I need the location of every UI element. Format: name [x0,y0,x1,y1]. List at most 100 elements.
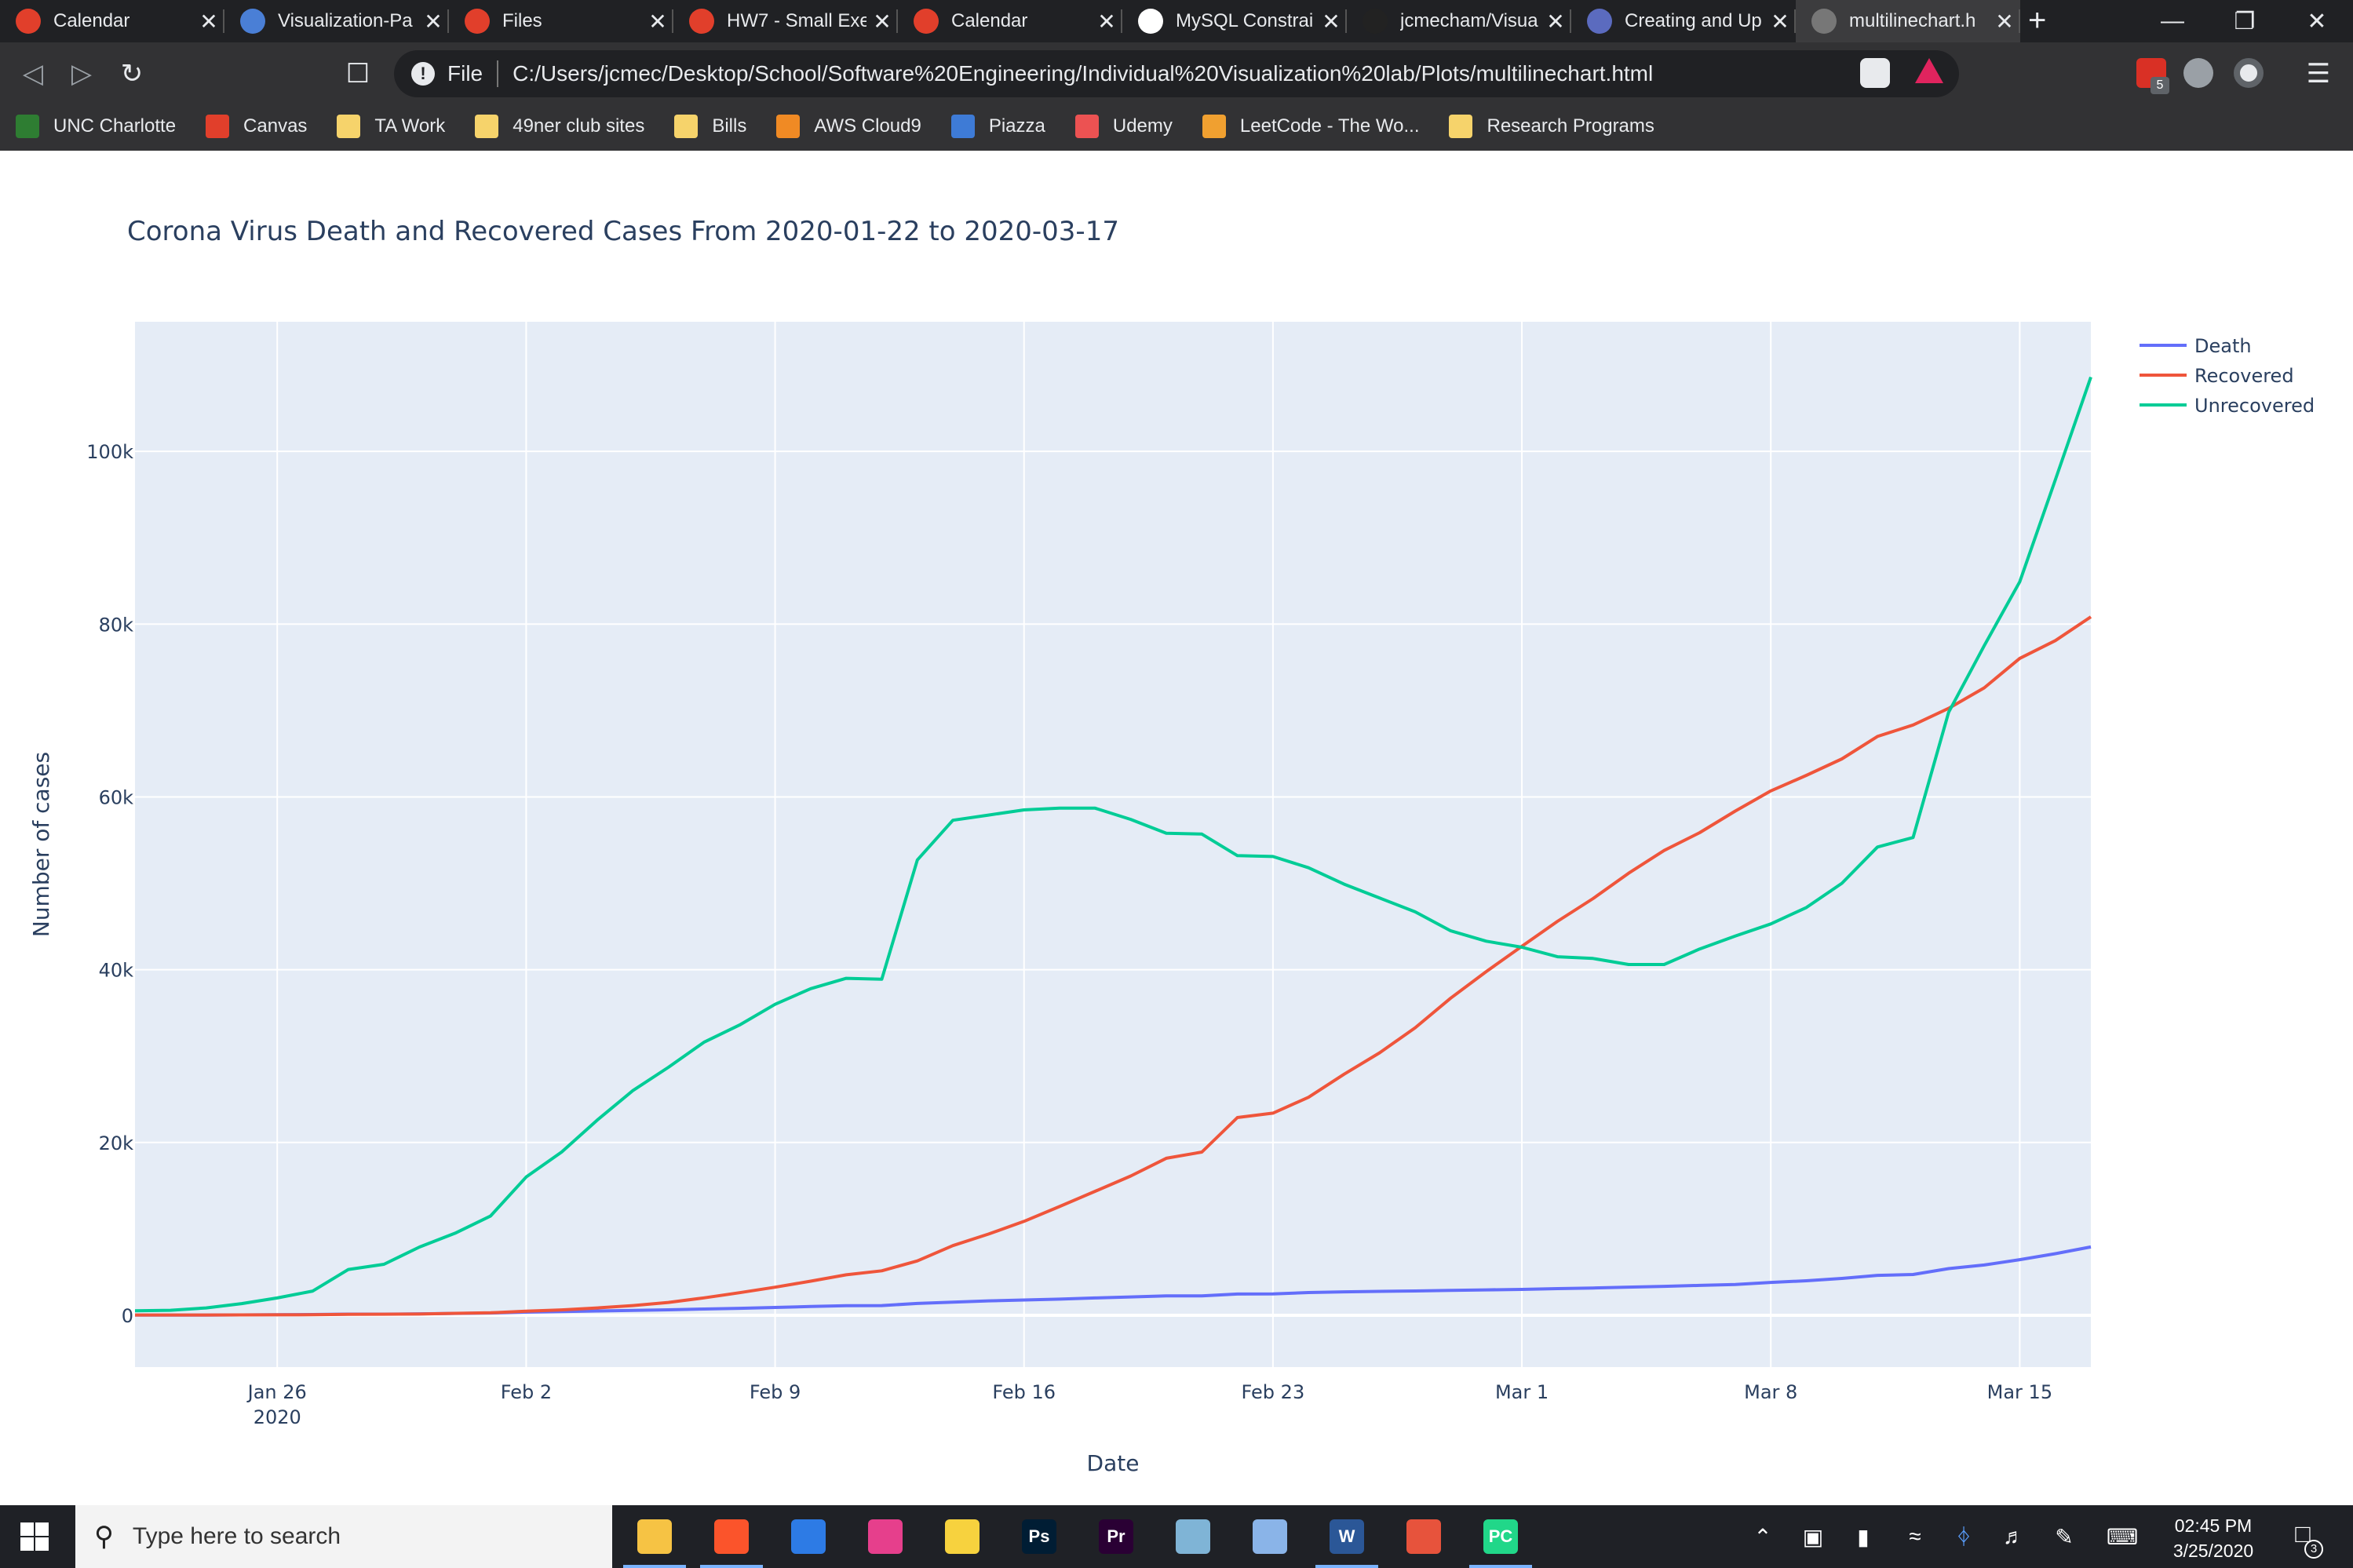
close-tab-icon[interactable]: ✕ [1771,9,1789,34]
folder-icon [1449,115,1473,138]
bluetooth-icon[interactable]: ᛄ [1957,1524,1971,1548]
back-button[interactable]: ◁ [22,59,44,89]
y-tick-label: 60k [99,786,134,808]
windows-start-icon[interactable] [20,1522,49,1551]
brave-rewards-icon[interactable] [1915,58,1943,83]
close-tab-icon[interactable]: ✕ [873,9,892,34]
taskbar-app-premiere[interactable]: Pr [1078,1505,1154,1568]
canvas-icon [16,9,41,34]
pen-icon[interactable]: ✎ [2055,1525,2074,1549]
close-tab-icon[interactable]: ✕ [424,9,443,34]
music-icon [868,1519,903,1554]
tab-separator [1121,9,1122,33]
leetcode-icon [1202,115,1226,138]
bookmark-item[interactable]: Bills [674,115,746,138]
close-tab-icon[interactable]: ✕ [648,9,667,34]
browser-tab[interactable]: Creating and Up ✕ [1571,0,1796,42]
x-tick-sublabel: 2020 [254,1406,301,1428]
menu-icon[interactable]: ☰ [2306,59,2331,89]
tab-separator [1570,9,1571,33]
close-tab-icon[interactable]: ✕ [1995,9,2014,34]
browser-tab[interactable]: Calendar ✕ [898,0,1122,42]
reload-button[interactable]: ↻ [120,59,144,89]
taskbar-app-photoshop[interactable]: Ps [1001,1505,1077,1568]
chart-title: Corona Virus Death and Recovered Cases F… [127,216,1119,247]
bookmark-item[interactable]: Canvas [206,115,307,138]
taskbar-app-notepad[interactable] [1155,1505,1231,1568]
tab-title: multilinechart.h [1849,10,1976,31]
browser-tab[interactable]: Visualization-Pa ✕ [224,0,449,42]
keyboard-icon[interactable]: ⌨ [2107,1525,2139,1549]
taskbar-app-itunes[interactable] [848,1505,923,1568]
close-tab-icon[interactable]: ✕ [199,9,218,34]
premiere-icon: Pr [1099,1519,1133,1554]
taskbar-app-brave[interactable] [694,1505,769,1568]
clock[interactable]: 02:45 PM 3/25/2020 [2151,1513,2276,1563]
url-text[interactable]: C:/Users/jcmec/Desktop/School/Software%2… [513,61,1654,86]
tab-title: Files [502,10,542,31]
aws-icon [776,115,801,138]
bookmark-label: LeetCode - The Wo... [1239,115,1420,137]
legend-label-recovered[interactable]: Recovered [2194,365,2294,387]
volume-icon[interactable]: ♬ [2003,1524,2025,1548]
bookmark-item[interactable]: 49ner club sites [475,115,644,138]
search-placeholder: Type here to search [132,1523,341,1549]
bookmark-item[interactable]: Piazza [950,115,1045,138]
extension-icon-2[interactable] [2183,58,2213,88]
bookmark-item[interactable]: AWS Cloud9 [776,115,921,138]
minimize-button[interactable]: — [2161,8,2184,34]
restore-button[interactable]: ❐ [2234,8,2256,35]
legend-label-unrecovered[interactable]: Unrecovered [2194,395,2315,417]
browser-tab[interactable]: Calendar ✕ [0,0,224,42]
taskbar-app-calendar[interactable] [771,1505,846,1568]
bookmark-item[interactable]: Udemy [1074,115,1173,138]
extension-icon-3[interactable] [2234,58,2264,88]
battery-icon[interactable]: ▮ [1857,1525,1870,1549]
close-tab-icon[interactable]: ✕ [1097,9,1116,34]
taskbar-search-box[interactable]: ⚲ Type here to search [75,1505,612,1568]
brave-shield-icon[interactable] [1860,58,1890,88]
calendar-icon [791,1519,826,1554]
bookmark-icon[interactable]: ☐ [345,59,370,89]
bookmark-item[interactable]: TA Work [337,115,445,138]
browser-toolbar: ◁ ▷ ↻ ☐ ! File C:/Users/jcmec/Desktop/Sc… [0,42,2353,151]
new-tab-button[interactable]: + [2028,3,2047,38]
browser-tab[interactable]: Files ✕ [449,0,673,42]
close-tab-icon[interactable]: ✕ [1546,9,1565,34]
browser-tab[interactable]: jcmecham/Visua ✕ [1347,0,1571,42]
browser-tab[interactable]: multilinechart.h ✕ [1796,0,2020,42]
close-window-button[interactable]: ✕ [2307,8,2327,35]
y-tick-label: 20k [99,1132,134,1154]
note-icon [945,1519,980,1554]
bookmark-item[interactable]: LeetCode - The Wo... [1202,115,1420,138]
bookmark-item[interactable]: UNC Charlotte [16,115,176,138]
word-icon: W [1330,1519,1364,1554]
info-icon[interactable]: ! [411,62,435,86]
tab-title: Calendar [951,10,1028,31]
y-axis-title: Number of cases [28,752,54,937]
bookmark-label: Research Programs [1487,115,1654,137]
bookmark-label: Piazza [988,115,1045,137]
tray-app-icon[interactable]: ▣ [1802,1525,1824,1549]
taskbar-app-pycharm[interactable]: PC [1463,1505,1538,1568]
address-bar[interactable]: ! File C:/Users/jcmec/Desktop/School/Sof… [394,50,1959,97]
tab-separator [447,9,449,33]
tab-separator [1345,9,1347,33]
forward-button[interactable]: ▷ [71,59,93,89]
bookmark-label: Bills [712,115,747,137]
wifi-icon[interactable]: ≈ [1909,1524,1921,1548]
legend-label-death[interactable]: Death [2194,335,2252,357]
y-tick-label: 0 [122,1305,133,1327]
notifications-icon[interactable]: □ [2295,1519,2311,1548]
bookmark-item[interactable]: Research Programs [1449,115,1654,138]
show-hidden-icons-icon[interactable]: ⌃ [1753,1525,1772,1549]
close-tab-icon[interactable]: ✕ [1322,9,1341,34]
taskbar-app-snip[interactable] [1232,1505,1308,1568]
taskbar-app-git[interactable] [1386,1505,1461,1568]
taskbar-app-sticky-notes[interactable] [925,1505,1000,1568]
brave-icon [714,1519,749,1554]
taskbar-app-file-explorer[interactable] [617,1505,692,1568]
taskbar-app-word[interactable]: W [1309,1505,1384,1568]
browser-tab[interactable]: MySQL Constrai ✕ [1122,0,1347,42]
browser-tab[interactable]: HW7 - Small Exe ✕ [673,0,898,42]
